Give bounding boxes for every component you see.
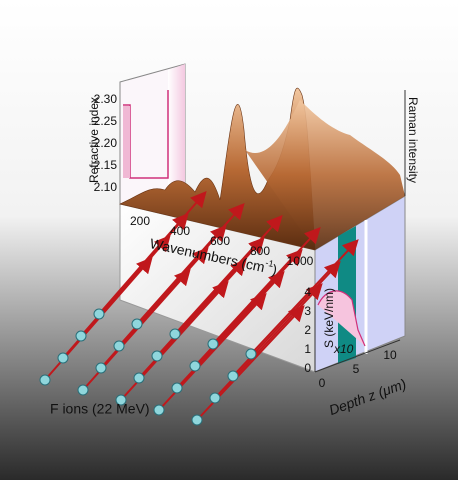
ion-arrow <box>174 215 283 335</box>
ion <box>169 328 181 340</box>
s-tick-label: 2 <box>304 323 311 337</box>
refractive-band <box>168 64 185 198</box>
s-tick-label: 0 <box>304 361 311 375</box>
s-tick-label: 1 <box>304 342 311 356</box>
refractive-tick-label: 2.25 <box>94 114 118 128</box>
s-axis-label: S (keV/nm) <box>322 288 336 348</box>
raman-surface <box>119 88 316 251</box>
refractive-axis-label: Refractive index <box>87 97 101 183</box>
ion <box>39 374 51 386</box>
ion <box>133 372 145 384</box>
wavenumber-tick-label: 200 <box>130 214 150 228</box>
ion <box>191 414 203 426</box>
ion-arrow <box>98 190 207 315</box>
refractive-tick-label: 2.15 <box>94 158 118 172</box>
ion-beams <box>39 190 359 426</box>
ion <box>171 382 183 394</box>
ion <box>113 340 125 352</box>
ion <box>153 404 165 416</box>
ion <box>151 350 163 362</box>
ion <box>207 338 219 350</box>
depth-tick-label: 5 <box>353 362 360 376</box>
ion <box>77 384 89 396</box>
labels: Refractive index Raman intensity Wavenum… <box>50 92 420 418</box>
ion <box>75 330 87 342</box>
raman-surface-back <box>245 100 405 250</box>
refractive-tick-label: 2.30 <box>94 92 118 106</box>
ions-label: F ions (22 MeV) <box>50 401 150 417</box>
ion-arrow <box>212 227 321 345</box>
ion-arrow <box>250 239 359 355</box>
wavenumber-tick-label: 600 <box>210 234 230 248</box>
refractive-fill <box>123 106 130 178</box>
ion <box>93 308 105 320</box>
ion <box>57 352 69 364</box>
ion <box>95 362 107 374</box>
ion <box>131 318 143 330</box>
ion <box>115 394 127 406</box>
depth-tick-label: 0 <box>319 376 326 390</box>
refractive-tick-label: 2.20 <box>94 136 118 150</box>
depth-axis <box>314 339 401 373</box>
refractive-tick-label: 2.10 <box>94 180 118 194</box>
x10-annotation: x10 <box>333 342 354 356</box>
ion <box>227 370 239 382</box>
raman-axis-label: Raman intensity <box>406 97 420 183</box>
wavenumber-tick-label: 400 <box>170 224 190 238</box>
wavenumber-label-sup: -1 <box>265 258 275 269</box>
wavenumber-tick-label: 800 <box>250 244 270 258</box>
ion <box>245 348 257 360</box>
s-tick-label: 4 <box>304 285 311 299</box>
ion-arrow <box>136 203 245 325</box>
ion <box>189 360 201 372</box>
wavenumber-tick-label: 1000 <box>287 254 314 268</box>
wavenumber-label-end: ) <box>271 261 279 278</box>
depth-tick-label: 10 <box>383 348 397 362</box>
s-tick-label: 3 <box>304 304 311 318</box>
ion <box>209 392 221 404</box>
